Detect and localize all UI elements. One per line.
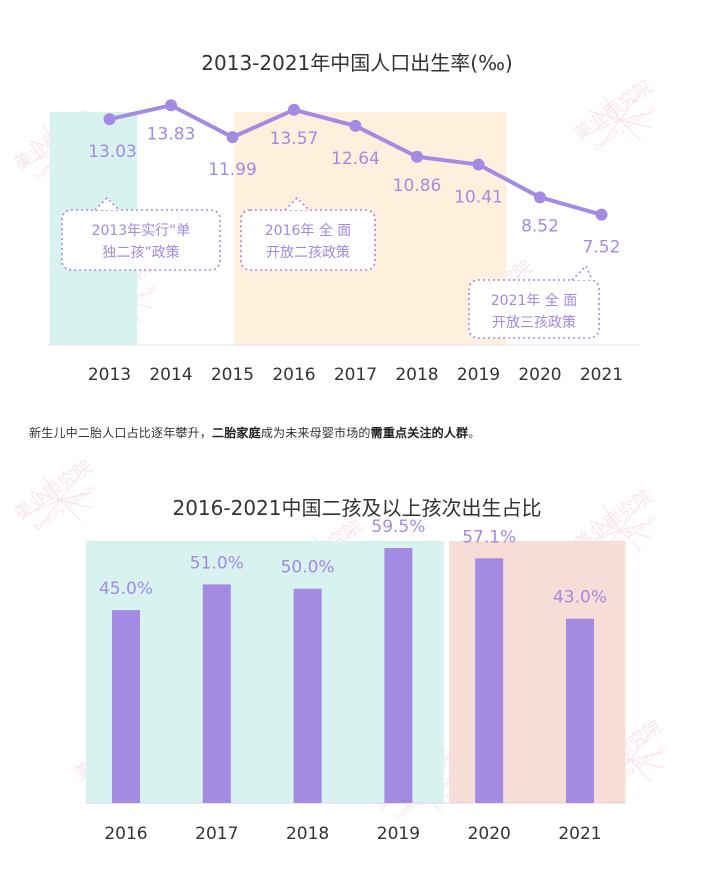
chart2-x-tick-label: 2020 [468,824,511,844]
watermark-ray [600,119,621,146]
chart1-x-tick-label: 2021 [580,365,623,385]
chart1-value-label: 13.57 [270,129,319,149]
watermark-ray [619,119,653,129]
chart1-point [349,119,362,132]
watermark-ray [619,522,652,531]
chart2-x-tick-label: 2016 [104,824,147,844]
watermark-ray [629,759,652,783]
chart2-x-tick-label: 2019 [377,824,420,844]
watermark-ray [629,728,655,761]
chart1-point [472,158,485,171]
watermark-ray [59,492,92,501]
chart1-value-label: 13.03 [88,142,137,162]
chart1-point [595,208,608,221]
chart1-x-tick-label: 2015 [211,365,254,385]
watermark-ray [629,759,663,769]
caption-part5: 。 [468,426,481,440]
watermark-ray [22,499,61,517]
chart1-point [165,99,177,112]
caption: 新生儿中二胎人口占比逐年攀升，二胎家庭成为未来母婴市场的需重点关注的人群。 [29,424,709,441]
watermark-ray [619,529,642,553]
chart2-bar [293,588,322,803]
caption-part2: 二胎家庭 [212,426,261,440]
watermark-ray [619,498,645,531]
annotation-line1: 2013年实行“单 [92,223,191,239]
chart2-bar [475,558,504,803]
watermark-ray [629,752,662,761]
annotation-line1: 2021年 全 面 [491,292,578,309]
chart2-bar [566,618,594,803]
annotation-box [240,209,376,271]
chart1-point [226,131,239,144]
chart1-value-label: 10.86 [393,176,442,196]
watermark-ray [42,475,61,501]
watermark-ray [59,499,82,523]
chart1-point [288,103,300,116]
annotation-pointer [571,264,593,281]
chart2-bar [202,584,231,803]
chart2-value-label: 43.0% [553,588,607,608]
annotation-box [468,279,600,339]
annotation-line2: 开放二孩政策 [266,244,350,261]
watermark-ray [619,529,653,539]
chart1-value-label: 7.52 [583,238,621,258]
annotation-pointer [284,196,310,211]
chart2-x-tick-label: 2018 [286,824,329,844]
chart1-value-label: 10.41 [454,188,503,208]
watermark-ray [40,499,61,526]
chart1-value-label: 8.52 [521,216,559,236]
watermark-ray [619,119,642,143]
chart1-x-tick-label: 2018 [395,365,438,385]
annotation-pointer [94,196,120,211]
chart2-value-label: 50.0% [281,558,335,578]
chart2-value-label: 59.5% [371,517,425,537]
watermark-ray [589,110,621,121]
annotation-line2: 开放三孩政策 [492,314,576,331]
watermark-ray [602,95,621,121]
chart1-point [534,191,546,204]
annotation-box [61,209,221,271]
chart1-x-tick-label: 2014 [149,365,192,385]
chart2-bar [112,610,140,803]
chart1-point [103,113,116,126]
watermark-ray [589,520,621,531]
chart1-x-tick-label: 2016 [272,365,315,385]
chart2-value-label: 51.0% [190,553,244,573]
chart2-value-label: 57.1% [462,527,516,547]
annotation-line2: 独二孩”政策 [102,244,179,261]
chart2-x-tick-label: 2017 [195,824,238,844]
chart2-title: 2016-2021中国二孩及以上孩次出生占比 [172,496,541,520]
annotation-line1: 2016年 全 面 [265,222,352,239]
chart2-bar [384,548,413,803]
chart2-x-tick-label: 2021 [558,824,601,844]
watermark-ray [59,499,93,509]
chart1-x-tick-label: 2019 [457,365,500,385]
caption-part3: 成为未来母婴市场的 [260,426,371,440]
watermark-ray [29,490,61,501]
watermark-ray [619,112,652,121]
chart1-x-tick-label: 2013 [88,365,131,385]
chart2-band-teal [86,541,444,803]
chart1-value-label: 12.64 [331,149,380,169]
chart1-value-label: 13.83 [147,124,196,144]
chart2-value-label: 45.0% [99,579,153,599]
caption-part1: 新生儿中二胎人口占比逐年攀升， [29,426,213,440]
watermark-ray [602,505,621,531]
chart1-x-tick-label: 2017 [334,365,377,385]
chart1-value-label: 11.99 [208,160,257,180]
chart1-title: 2013-2021年中国人口出生率(‰) [201,51,512,75]
watermark-ray [59,468,85,501]
watermark-ray [619,88,645,121]
chart1-point [411,150,423,163]
watermark-ray [582,119,621,137]
caption-part4: 需重点关注的人群 [370,426,469,440]
chart1-x-tick-label: 2020 [518,365,561,385]
